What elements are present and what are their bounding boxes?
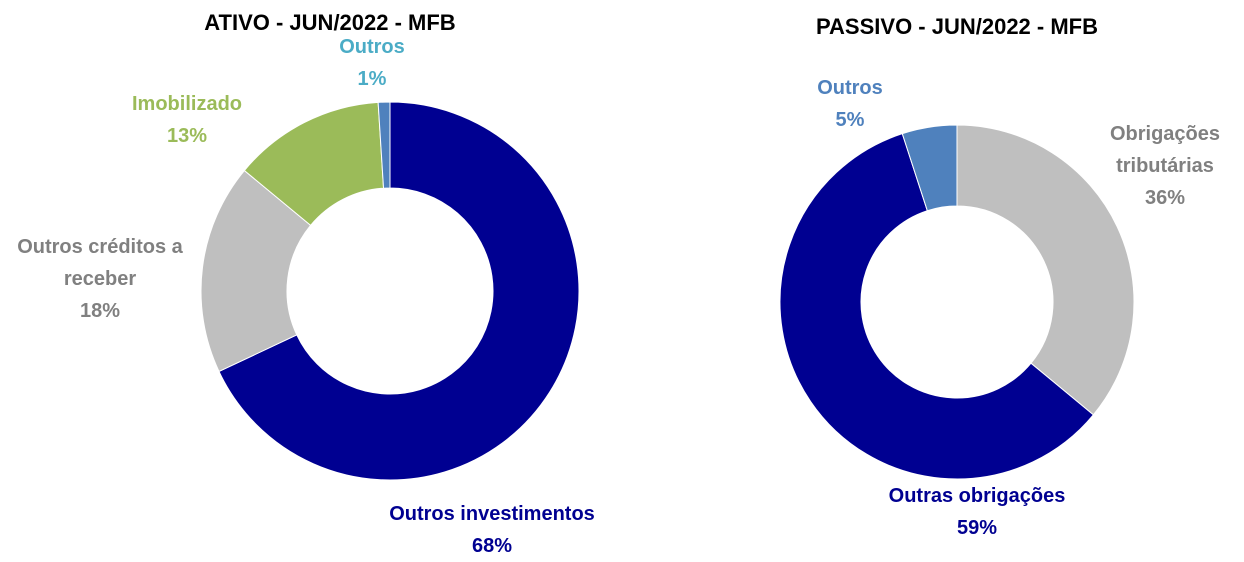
slice-label: Outros 5%: [800, 72, 900, 136]
donut-slice: [218, 101, 580, 481]
charts: [200, 101, 1135, 481]
slice-name: Outras obrigações: [888, 485, 1066, 507]
slice-name: Imobilizado: [132, 93, 242, 115]
slice-value: 18%: [79, 300, 121, 322]
slice-value: 13%: [166, 125, 208, 147]
slice-value: 36%: [1144, 187, 1186, 209]
slice-value: 68%: [471, 535, 513, 557]
donut-slice: [779, 133, 1095, 480]
slice-name: Obrigações tributárias: [1109, 123, 1221, 177]
slice-label: Outros 1%: [322, 31, 422, 95]
chart-title: PASSIVO - JUN/2022 - MFB: [816, 14, 1098, 39]
slice-value: 5%: [835, 109, 865, 131]
slice-value: 1%: [357, 68, 387, 90]
donut-slice: [956, 124, 1135, 416]
slice-label: Imobilizado 13%: [107, 88, 267, 152]
slice-name: Outros: [817, 77, 883, 99]
slice-label: Outros créditos a receber 18%: [5, 231, 195, 327]
slice-label: Outras obrigações 59%: [847, 480, 1107, 544]
slice-value: 59%: [956, 517, 998, 539]
slice-name: Outros: [339, 36, 405, 58]
slice-label: Outros investimentos 68%: [342, 498, 642, 562]
donut-slice: [200, 169, 312, 373]
slice-name: Outros créditos a receber: [17, 236, 183, 290]
chart-title: ATIVO - JUN/2022 - MFB: [204, 10, 456, 35]
slice-label: Obrigações tributárias 36%: [1095, 118, 1235, 214]
donut-slice: [377, 101, 391, 189]
slice-name: Outros investimentos: [389, 503, 595, 525]
donut-slice: [901, 124, 958, 212]
page: {"chart_data":[ {"type":"donut","title":…: [5, 10, 1235, 557]
